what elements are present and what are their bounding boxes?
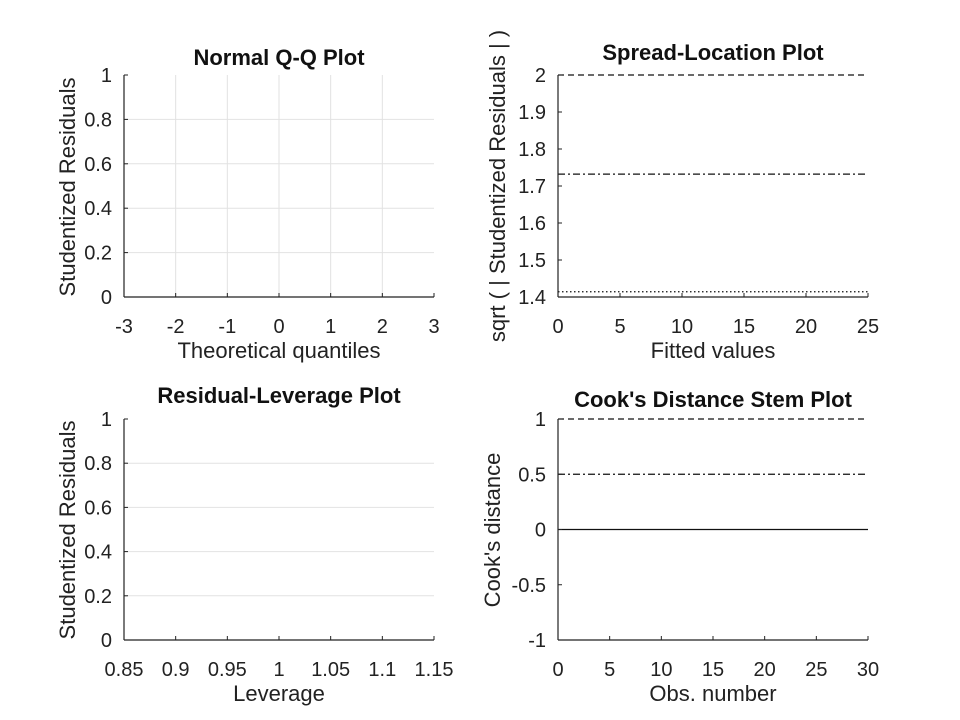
- x-axis-label: Leverage: [233, 681, 325, 706]
- x-tick-label: -2: [167, 316, 185, 338]
- y-tick-label: 1.7: [518, 176, 546, 198]
- y-axis-label: sqrt ( | Studentized Residuals | ): [485, 30, 510, 342]
- x-tick-label: 30: [857, 659, 879, 681]
- x-tick-label: 0.85: [105, 659, 144, 681]
- y-tick-label: 1: [101, 65, 112, 87]
- x-tick-label: 1.15: [415, 659, 454, 681]
- panel-residual-leverage: Residual-Leverage Plot Leverage Studenti…: [55, 383, 401, 706]
- x-tick-label: 5: [604, 659, 615, 681]
- panel-spread-location: Spread-Location Plot Fitted values sqrt …: [485, 30, 824, 363]
- x-tick-label: -3: [115, 316, 133, 338]
- x-tick-label: 10: [671, 316, 693, 338]
- y-axis-label: Studentized Residuals: [55, 421, 80, 640]
- x-tick-label: 1.05: [311, 659, 350, 681]
- plot-area: 0.85 0.9 0.95 1 1.05 1.1 1.15 0 0.2 0.4 0.6 0.8 1: [84, 409, 453, 681]
- plot-area: 0 5 10 15 20 25 1.4 1.5 1.6 1.7 1.8 1.9 2: [518, 65, 879, 338]
- x-tick-label: 15: [702, 659, 724, 681]
- x-tick-label: 1: [273, 659, 284, 681]
- x-tick-label: 0: [273, 316, 284, 338]
- x-tick-label: 5: [614, 316, 625, 338]
- chart-title: Cook's Distance Stem Plot: [574, 387, 853, 412]
- x-tick-label: 25: [805, 659, 827, 681]
- panel-qq: Normal Q-Q Plot Theoretical quantiles St…: [55, 45, 381, 363]
- y-tick-label: 0.2: [84, 243, 112, 265]
- y-tick-label: 2: [535, 65, 546, 87]
- y-tick-label: 1: [535, 409, 546, 431]
- y-tick-label: 0.6: [84, 154, 112, 176]
- y-tick-label: 0.6: [84, 497, 112, 519]
- y-tick-label: 0: [101, 630, 112, 652]
- y-tick-label: -1: [528, 630, 546, 652]
- y-tick-label: 0.4: [84, 198, 112, 220]
- y-tick-label: 1.6: [518, 213, 546, 235]
- y-tick-label: 1: [101, 409, 112, 431]
- panel-cooks-distance: Cook's Distance Stem Plot Obs. number Co…: [480, 387, 853, 706]
- x-tick-label: 20: [795, 316, 817, 338]
- y-tick-label: 0: [101, 287, 112, 309]
- chart-title: Normal Q-Q Plot: [193, 45, 365, 70]
- y-tick-label: 1.8: [518, 139, 546, 161]
- plot-area: 0 5 10 15 20 25 30 -1 -0.5 0 0.5 1: [512, 409, 880, 681]
- y-tick-label: -0.5: [512, 575, 546, 597]
- y-tick-label: 0.4: [84, 542, 112, 564]
- x-tick-label: 3: [428, 316, 439, 338]
- x-axis-label: Obs. number: [649, 681, 776, 706]
- x-tick-label: 15: [733, 316, 755, 338]
- y-axis-label: Cook's distance: [480, 453, 505, 608]
- x-tick-label: 20: [754, 659, 776, 681]
- x-axis-label: Fitted values: [651, 338, 776, 363]
- x-tick-label: 25: [857, 316, 879, 338]
- x-tick-label: 1.1: [368, 659, 396, 681]
- y-tick-label: 0.8: [84, 109, 112, 131]
- x-tick-label: 0: [552, 316, 563, 338]
- y-tick-label: 0.8: [84, 453, 112, 475]
- y-tick-label: 0.5: [518, 464, 546, 486]
- y-tick-label: 0: [535, 520, 546, 542]
- x-tick-label: 10: [650, 659, 672, 681]
- y-tick-label: 0.2: [84, 586, 112, 608]
- y-tick-label: 1.4: [518, 287, 546, 309]
- plot-area: -3 -2 -1 0 1 2 3 0 0.2 0.4 0.6 0.8 1: [84, 65, 439, 338]
- x-tick-label: 2: [377, 316, 388, 338]
- x-tick-label: 0.95: [208, 659, 247, 681]
- x-tick-label: -1: [218, 316, 236, 338]
- x-axis-label: Theoretical quantiles: [177, 338, 380, 363]
- y-tick-label: 1.9: [518, 102, 546, 124]
- x-tick-label: 0.9: [162, 659, 190, 681]
- x-tick-label: 0: [552, 659, 563, 681]
- y-axis-label: Studentized Residuals: [55, 78, 80, 297]
- chart-title: Spread-Location Plot: [602, 40, 824, 65]
- x-tick-label: 1: [325, 316, 336, 338]
- chart-title: Residual-Leverage Plot: [157, 383, 401, 408]
- y-tick-label: 1.5: [518, 250, 546, 272]
